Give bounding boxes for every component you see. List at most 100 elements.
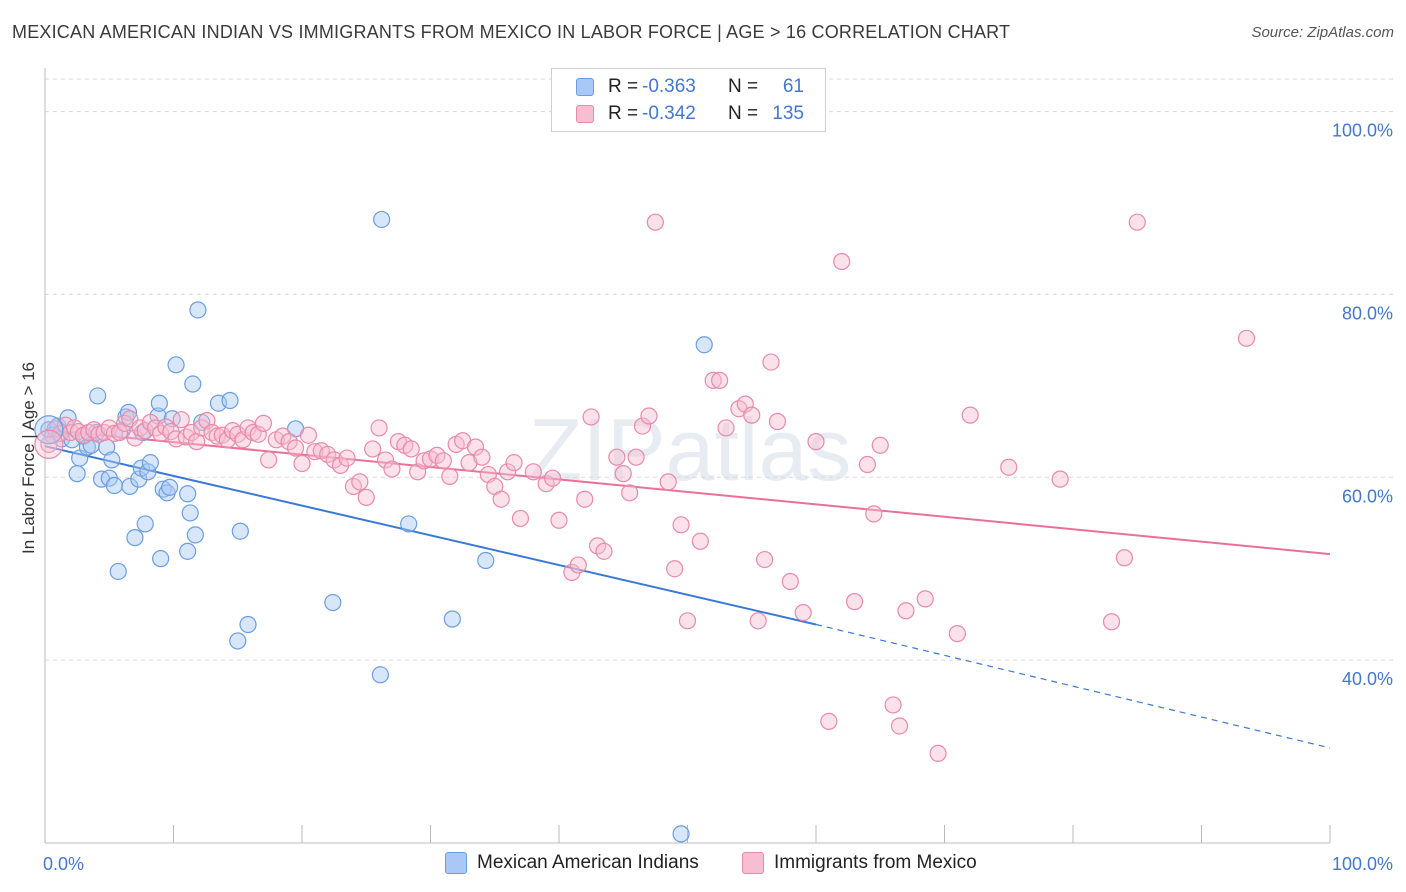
data-point xyxy=(126,529,144,547)
legend-row-pink: R = -0.342 N = 135 xyxy=(576,101,804,127)
data-point xyxy=(1128,213,1146,231)
y-tick-labels: 40.0% 60.0% 80.0% 100.0% xyxy=(1332,121,1393,690)
trend-line xyxy=(44,428,1331,556)
data-point xyxy=(646,213,664,231)
data-point xyxy=(633,417,652,435)
data-point xyxy=(383,460,401,478)
data-point xyxy=(1051,470,1069,488)
data-point xyxy=(666,560,684,578)
data-point xyxy=(717,419,735,437)
data-point xyxy=(441,467,459,485)
data-point xyxy=(672,825,690,843)
data-point xyxy=(621,484,639,502)
data-points xyxy=(34,210,1256,843)
y-tick-label: 60.0% xyxy=(1342,486,1393,506)
data-point xyxy=(833,252,851,271)
data-point xyxy=(109,562,127,581)
data-point xyxy=(460,454,478,472)
data-point xyxy=(858,455,877,474)
data-point xyxy=(576,490,594,508)
data-point xyxy=(473,448,491,466)
y-axis-title: In Labor Force | Age > 16 xyxy=(19,362,38,554)
data-point xyxy=(189,301,207,319)
data-point xyxy=(659,473,677,491)
data-point xyxy=(172,411,190,429)
data-point xyxy=(259,451,278,469)
source-label: Source: ZipAtlas.com xyxy=(1251,24,1394,41)
data-point xyxy=(762,353,780,371)
trend-line xyxy=(44,445,817,626)
data-point xyxy=(614,465,632,483)
r-label: R = xyxy=(608,103,639,124)
data-point xyxy=(186,526,204,544)
series-label: Mexican American Indians xyxy=(477,852,699,873)
data-point xyxy=(105,476,123,495)
data-point xyxy=(105,424,123,442)
data-point xyxy=(640,407,658,425)
data-point xyxy=(306,443,324,461)
n-value: 61 xyxy=(782,76,804,97)
data-point xyxy=(948,625,966,643)
data-point xyxy=(871,436,889,454)
data-point xyxy=(678,612,697,630)
data-point xyxy=(1115,549,1134,567)
data-point xyxy=(364,440,382,458)
data-point xyxy=(177,428,195,446)
data-point xyxy=(254,414,273,432)
data-point xyxy=(221,391,239,410)
chart-title: MEXICAN AMERICAN INDIAN VS IMMIGRANTS FR… xyxy=(12,22,1011,42)
r-value: -0.342 xyxy=(642,103,696,124)
data-point xyxy=(511,509,530,528)
data-point xyxy=(595,542,613,560)
data-point xyxy=(582,408,600,426)
data-point xyxy=(286,439,305,457)
data-point xyxy=(794,603,812,622)
data-point xyxy=(150,394,168,412)
data-point xyxy=(231,522,249,540)
series-legend-blue: Mexican American Indians xyxy=(445,852,699,874)
series-swatch-pink xyxy=(742,852,764,874)
legend-swatch-pink xyxy=(576,105,594,123)
data-point xyxy=(695,336,713,354)
y-tick-label: 40.0% xyxy=(1342,669,1393,689)
data-point xyxy=(167,356,185,374)
data-point xyxy=(280,433,298,451)
data-point xyxy=(179,542,197,560)
data-point xyxy=(505,454,523,472)
data-point xyxy=(371,666,389,684)
data-point xyxy=(370,419,388,437)
data-point xyxy=(119,403,138,421)
data-point xyxy=(543,469,562,487)
data-point xyxy=(1000,458,1018,476)
data-point xyxy=(845,593,864,611)
r-label: R = xyxy=(608,76,639,97)
data-point xyxy=(373,210,391,229)
data-point xyxy=(208,427,226,445)
data-point xyxy=(184,375,202,393)
data-point xyxy=(179,485,197,503)
trend-line-extension xyxy=(815,623,1331,749)
data-point xyxy=(409,463,427,481)
data-point xyxy=(34,429,64,459)
data-point xyxy=(239,419,257,437)
data-point xyxy=(443,610,461,628)
data-point xyxy=(98,438,116,456)
data-point xyxy=(550,511,568,529)
data-point xyxy=(182,423,201,442)
watermark: ZIPatlas xyxy=(529,400,852,499)
data-point xyxy=(40,435,58,453)
data-point xyxy=(89,387,107,405)
x-tick-labels: 0.0% 100.0% xyxy=(43,854,1393,874)
data-point xyxy=(897,602,915,620)
data-point xyxy=(34,415,64,445)
data-point xyxy=(672,516,690,534)
data-point xyxy=(691,532,709,550)
data-point xyxy=(499,463,517,481)
data-point xyxy=(402,440,420,458)
data-point xyxy=(141,454,159,472)
data-point xyxy=(477,551,495,570)
data-point xyxy=(181,504,199,522)
data-point xyxy=(103,451,121,469)
data-point xyxy=(781,572,799,591)
series-immigrants-from-mexico xyxy=(40,213,1256,763)
